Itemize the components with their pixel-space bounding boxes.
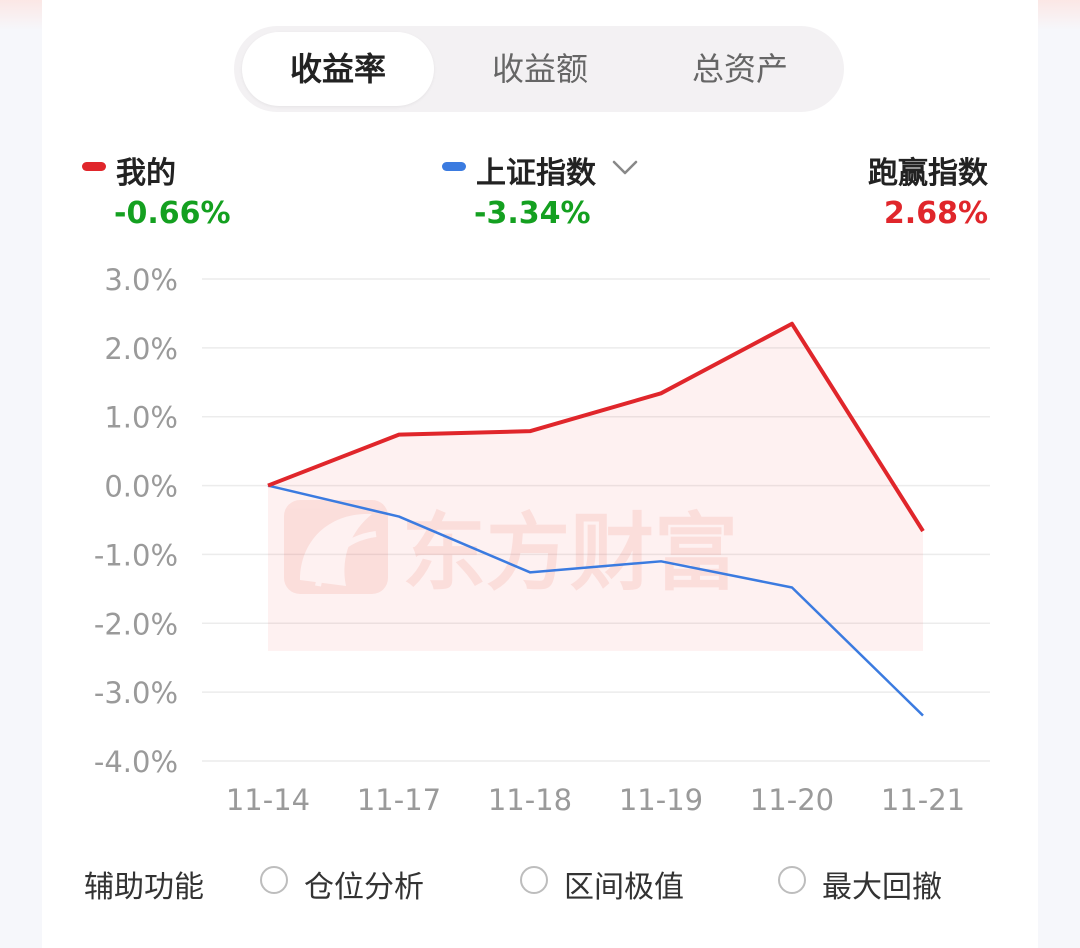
mine-legend-label: 我的 (116, 156, 176, 191)
y-axis-ticks: 3.0% 2.0% 1.0% 0.0% -1.0% -2.0% -3.0% -4.0% (94, 263, 178, 779)
x-tick-label: 11-19 (619, 783, 703, 817)
y-tick-label: -3.0% (94, 676, 178, 710)
mine-area-fill (268, 323, 923, 651)
aux-functions-label: 辅助功能 (84, 870, 204, 905)
watermark-text: 东方财富 (402, 504, 738, 602)
y-tick-label: 1.0% (104, 401, 178, 435)
y-tick-label: 0.0% (104, 470, 178, 504)
tab-return-amount[interactable]: 收益额 (491, 50, 588, 88)
index-series-line (267, 484, 924, 717)
index-return-value: -3.34% (474, 196, 591, 231)
grid-lines (202, 278, 990, 762)
y-tick-label: -1.0% (94, 538, 178, 572)
x-tick-label: 11-21 (881, 783, 965, 817)
x-tick-label: 11-18 (488, 783, 572, 817)
y-tick-label: -4.0% (94, 745, 178, 779)
top-left-shade (0, 0, 42, 30)
top-right-shade (1038, 0, 1080, 30)
x-axis-ticks: 11-14 11-17 11-18 11-19 11-20 11-21 (226, 783, 965, 817)
chevron-down-icon[interactable] (612, 156, 638, 178)
max-drawdown-label[interactable]: 最大回撤 (822, 870, 942, 905)
watermark-logo: 东方财富 (284, 500, 738, 602)
mine-return-value: -0.66% (114, 196, 231, 231)
y-tick-label: -2.0% (94, 607, 178, 641)
index-selector-label[interactable]: 上证指数 (476, 156, 596, 191)
tab-return-rate[interactable]: 收益率 (242, 32, 434, 106)
x-tick-label: 11-17 (357, 783, 441, 817)
mine-legend-marker (82, 162, 106, 171)
position-analysis-radio[interactable] (260, 866, 288, 894)
tab-total-assets[interactable]: 总资产 (691, 50, 788, 88)
y-tick-label: 3.0% (104, 263, 178, 297)
beat-index-label: 跑赢指数 (868, 156, 988, 191)
x-tick-label: 11-20 (750, 783, 834, 817)
max-drawdown-radio[interactable] (778, 866, 806, 894)
mine-series-line (267, 321, 925, 533)
range-extremes-label[interactable]: 区间极值 (564, 870, 684, 905)
y-tick-label: 2.0% (104, 332, 178, 366)
chart-card (42, 0, 1038, 948)
range-extremes-radio[interactable] (520, 866, 548, 894)
x-tick-label: 11-14 (226, 783, 310, 817)
index-legend-marker (442, 162, 466, 171)
beat-index-value: 2.68% (883, 196, 988, 231)
position-analysis-label[interactable]: 仓位分析 (304, 870, 424, 905)
metric-tab-bar: 收益率 收益额 总资产 (234, 26, 844, 112)
